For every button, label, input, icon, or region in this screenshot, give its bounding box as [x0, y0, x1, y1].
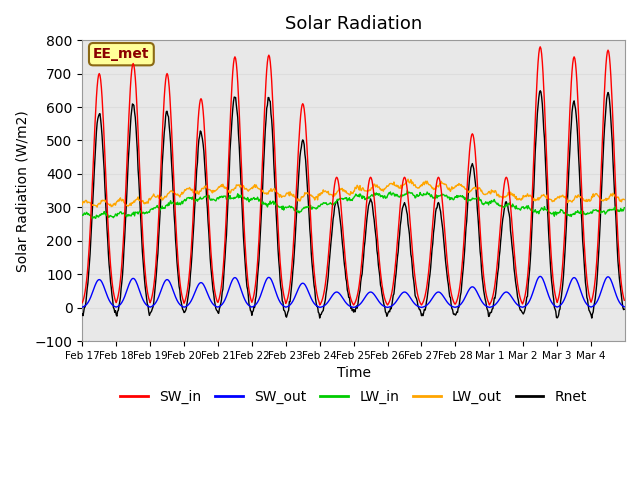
- Title: Solar Radiation: Solar Radiation: [285, 15, 422, 33]
- X-axis label: Time: Time: [337, 366, 371, 381]
- Text: EE_met: EE_met: [93, 47, 150, 61]
- Y-axis label: Solar Radiation (W/m2): Solar Radiation (W/m2): [15, 110, 29, 272]
- Legend: SW_in, SW_out, LW_in, LW_out, Rnet: SW_in, SW_out, LW_in, LW_out, Rnet: [115, 384, 593, 409]
